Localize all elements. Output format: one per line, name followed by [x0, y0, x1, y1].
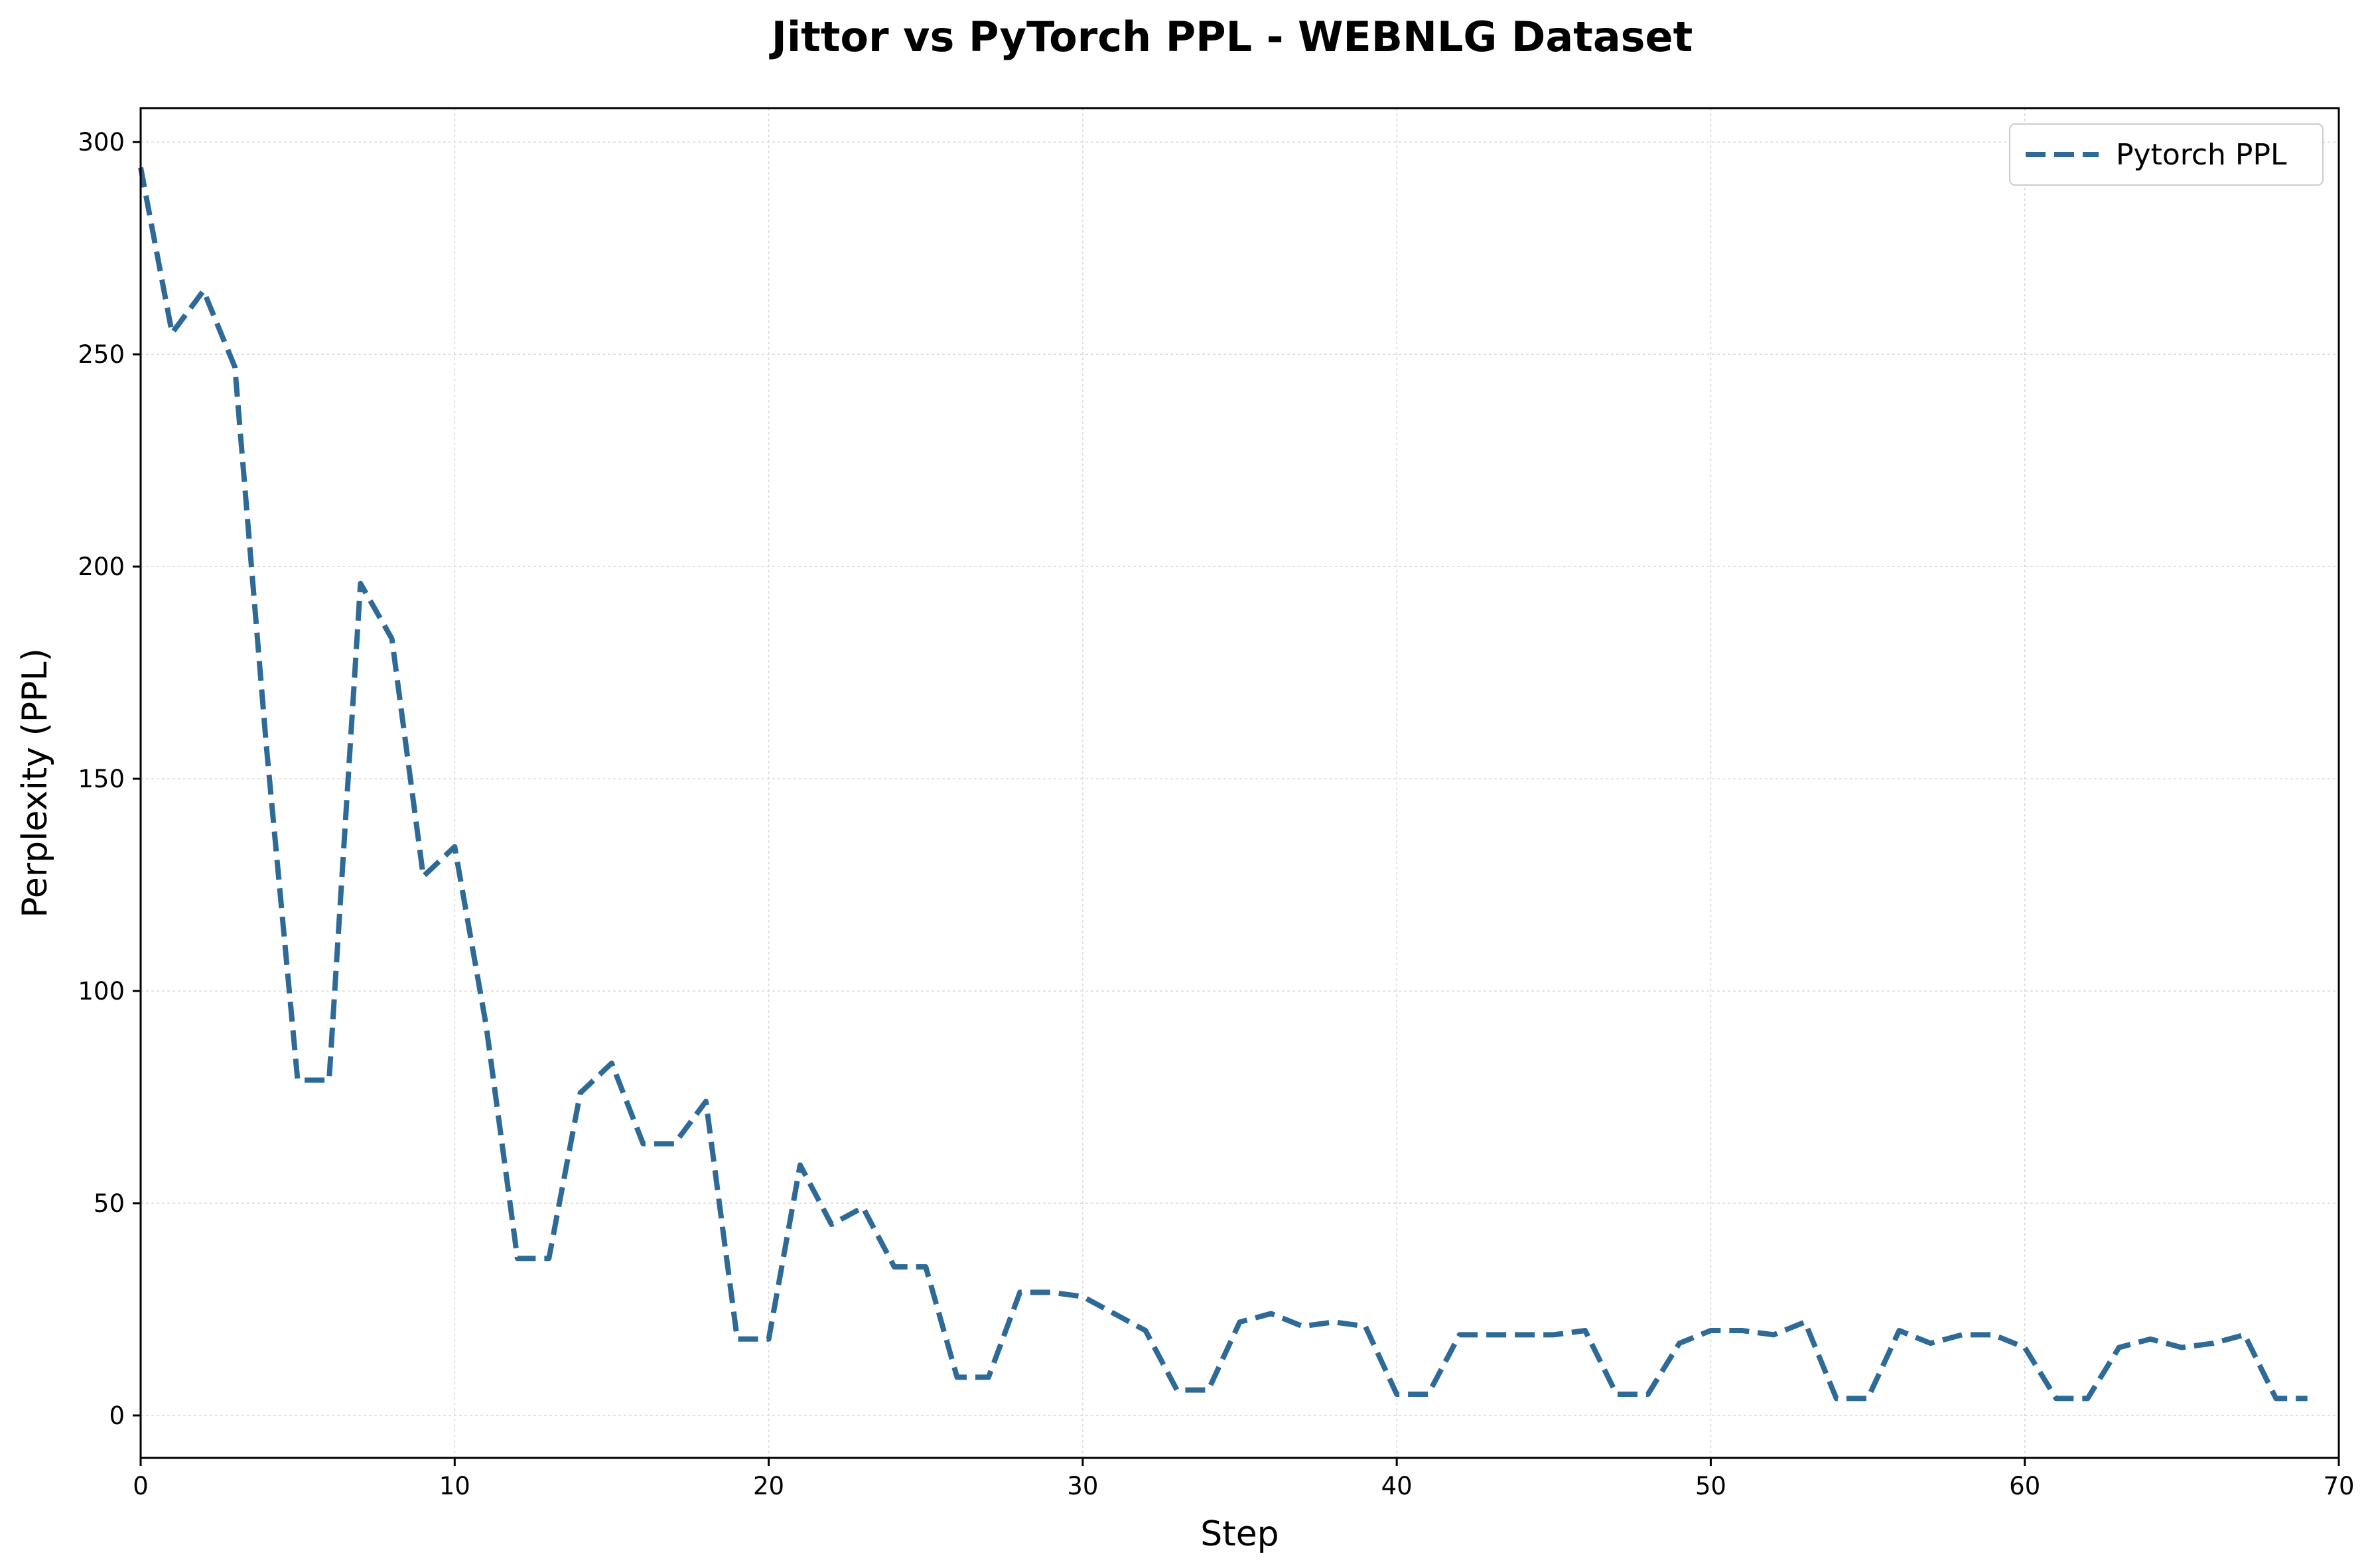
y-axis-label: Perplexity (PPL) [15, 648, 55, 918]
x-tick-label: 70 [2323, 1472, 2354, 1500]
chart-title: Jittor vs PyTorch PPL - WEBNLG Dataset [769, 13, 1693, 61]
y-tick-label: 0 [109, 1402, 125, 1430]
plot-frame [139, 107, 2340, 1459]
y-tick-label: 250 [78, 340, 125, 369]
x-tick-label: 10 [439, 1472, 470, 1500]
y-tick-label: 100 [78, 977, 125, 1006]
x-tick-label: 0 [133, 1472, 149, 1500]
x-tick-label: 40 [1381, 1472, 1413, 1500]
y-tick-label: 150 [78, 765, 125, 793]
y-tick-label: 200 [78, 553, 125, 581]
series-line-0 [138, 166, 2308, 1402]
y-tick-label: 50 [94, 1189, 125, 1218]
y-tick-label: 300 [78, 128, 125, 157]
x-tick-label: 60 [2009, 1472, 2040, 1500]
x-tick-label: 30 [1067, 1472, 1098, 1500]
legend: Pytorch PPL [2009, 123, 2324, 186]
x-tick-label: 50 [1695, 1472, 1726, 1500]
x-tick-label: 20 [753, 1472, 784, 1500]
x-axis-label: Step [1200, 1514, 1279, 1554]
legend-label: Pytorch PPL [2116, 138, 2287, 172]
legend-box [2009, 123, 2324, 186]
